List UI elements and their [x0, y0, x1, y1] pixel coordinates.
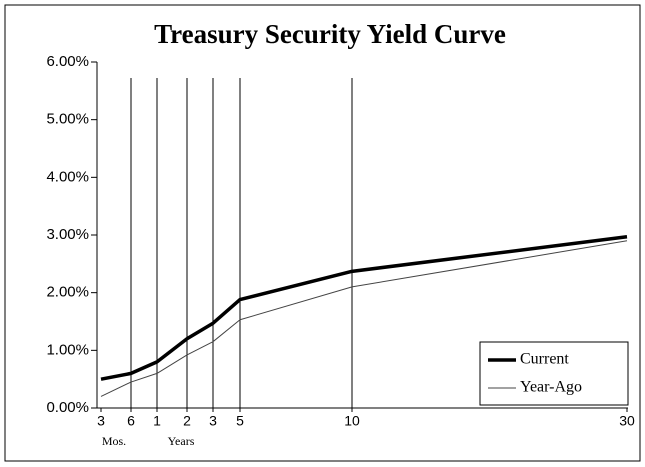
- series-line: [100, 240, 628, 397]
- x-tick-label: 6: [127, 413, 135, 429]
- y-tick-label: 5.00%: [46, 111, 89, 128]
- y-tick-label: 2.00%: [46, 284, 89, 301]
- y-tick-label: 3.00%: [46, 226, 89, 243]
- legend-label: Current: [520, 351, 569, 368]
- x-tick-label: 2: [183, 413, 191, 429]
- y-tick-label: 4.00%: [46, 168, 89, 185]
- x-tick-label: 30: [619, 413, 635, 429]
- legend-box: [479, 341, 629, 406]
- x-group-label: Years: [168, 434, 195, 448]
- x-tick-label: 5: [236, 413, 244, 429]
- y-tick-label: 0.00%: [46, 399, 89, 416]
- x-tick-label: 10: [344, 413, 360, 429]
- x-tick-label: 1: [153, 413, 161, 429]
- x-tick-label: 3: [209, 413, 217, 429]
- series-line: [100, 234, 628, 381]
- x-group-label: Mos.: [102, 434, 126, 448]
- y-tick-label: 6.00%: [46, 53, 89, 70]
- chart-title: Treasury Security Yield Curve: [154, 19, 506, 49]
- legend-label: Year-Ago: [520, 379, 582, 396]
- chart-frame: [4, 4, 641, 462]
- y-tick-label: 1.00%: [46, 341, 89, 358]
- x-tick-label: 3: [97, 413, 105, 429]
